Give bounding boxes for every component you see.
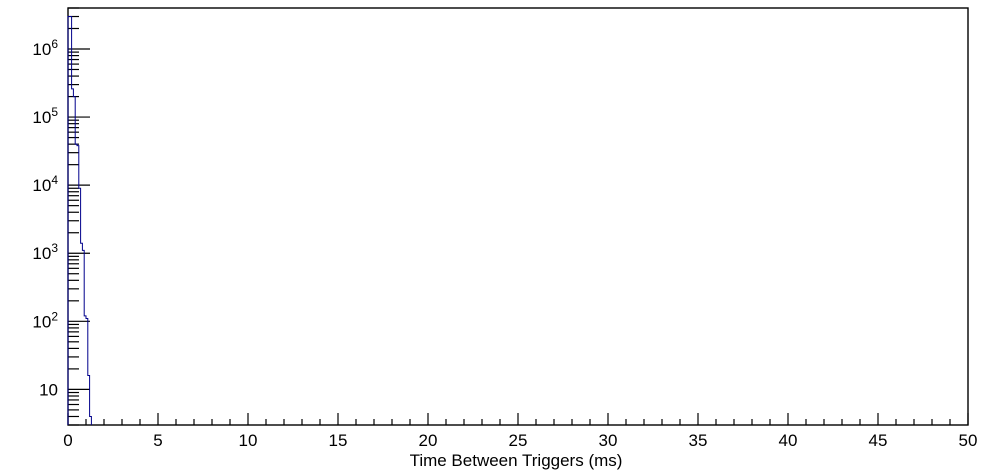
y-tick-labels: 10 102 103 104 105 106 <box>32 37 58 399</box>
x-axis-ticks <box>67 413 969 425</box>
x-tick-labels: 0 5 10 15 20 25 30 35 40 45 50 <box>63 431 977 450</box>
x-tick-label: 5 <box>153 431 162 450</box>
y-tick-label: 106 <box>32 37 58 59</box>
x-tick-label: 10 <box>239 431 258 450</box>
y-tick-label: 10 <box>39 380 58 399</box>
x-tick-label: 25 <box>509 431 528 450</box>
x-axis-title: Time Between Triggers (ms) <box>410 451 623 470</box>
x-tick-label: 0 <box>63 431 72 450</box>
x-tick-label: 20 <box>419 431 438 450</box>
plot-frame-group <box>67 7 969 426</box>
histogram-series-line <box>67 16 92 425</box>
x-axis-title-group: Time Between Triggers (ms) <box>410 451 623 470</box>
x-tick-label: 45 <box>869 431 888 450</box>
x-tick-label: 50 <box>959 431 978 450</box>
histogram-series-group <box>67 16 92 425</box>
y-tick-label: 104 <box>32 173 58 195</box>
x-tick-label: 40 <box>779 431 798 450</box>
y-tick-label: 103 <box>32 241 58 263</box>
x-tick-label: 30 <box>599 431 618 450</box>
x-tick-label: 15 <box>329 431 348 450</box>
x-tick-label: 35 <box>689 431 708 450</box>
plot-frame <box>67 7 969 426</box>
y-tick-label: 105 <box>32 105 58 127</box>
y-tick-label: 102 <box>32 309 58 331</box>
